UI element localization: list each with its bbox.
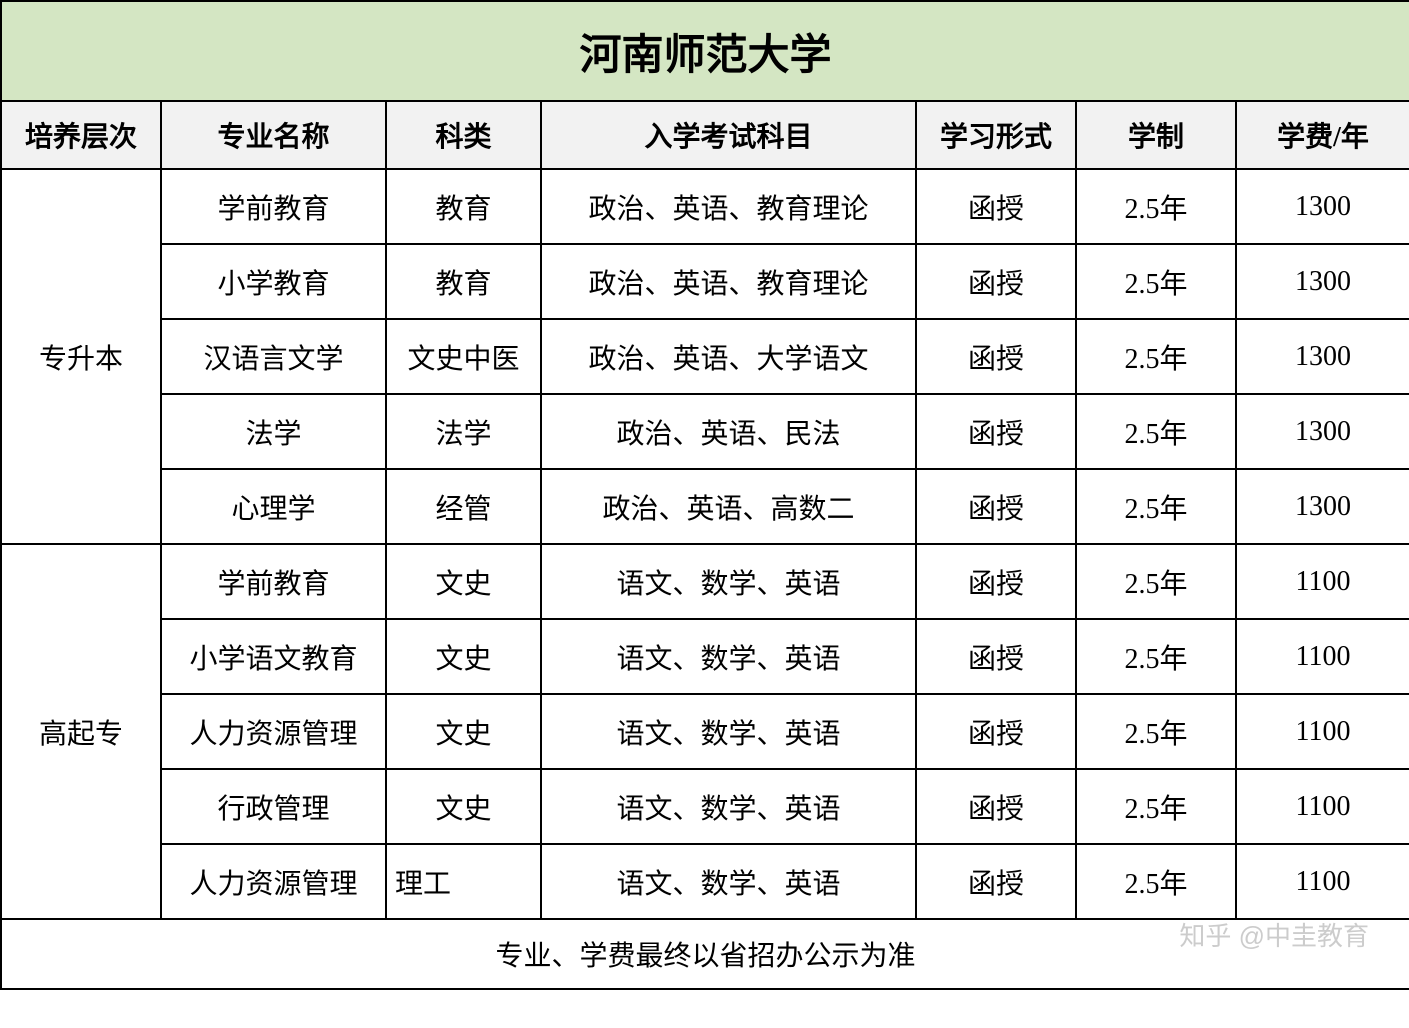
header-category: 科类	[386, 101, 541, 169]
table-row: 小学语文教育文史语文、数学、英语函授2.5年1100	[1, 619, 1409, 694]
cell-major: 学前教育	[161, 544, 386, 619]
cell-duration: 2.5年	[1076, 544, 1236, 619]
cell-exam: 语文、数学、英语	[541, 544, 916, 619]
title-row: 河南师范大学	[1, 1, 1409, 101]
cell-exam: 政治、英语、大学语文	[541, 319, 916, 394]
cell-exam: 政治、英语、教育理论	[541, 169, 916, 244]
footer-note: 专业、学费最终以省招办公示为准	[1, 919, 1409, 989]
cell-form: 函授	[916, 244, 1076, 319]
cell-form: 函授	[916, 394, 1076, 469]
cell-tuition: 1300	[1236, 244, 1409, 319]
cell-duration: 2.5年	[1076, 769, 1236, 844]
cell-major: 人力资源管理	[161, 694, 386, 769]
cell-tuition: 1300	[1236, 169, 1409, 244]
cell-form: 函授	[916, 769, 1076, 844]
cell-form: 函授	[916, 169, 1076, 244]
header-duration: 学制	[1076, 101, 1236, 169]
table-row: 小学教育教育政治、英语、教育理论函授2.5年1300	[1, 244, 1409, 319]
table-row: 汉语言文学文史中医政治、英语、大学语文函授2.5年1300	[1, 319, 1409, 394]
cell-duration: 2.5年	[1076, 319, 1236, 394]
cell-form: 函授	[916, 619, 1076, 694]
cell-tuition: 1300	[1236, 319, 1409, 394]
cell-category: 文史	[386, 544, 541, 619]
table-row: 人力资源管理理工语文、数学、英语函授2.5年1100	[1, 844, 1409, 919]
cell-level: 专升本	[1, 169, 161, 544]
cell-major: 人力资源管理	[161, 844, 386, 919]
cell-major: 学前教育	[161, 169, 386, 244]
cell-exam: 语文、数学、英语	[541, 844, 916, 919]
table-row: 行政管理文史语文、数学、英语函授2.5年1100	[1, 769, 1409, 844]
cell-major: 小学教育	[161, 244, 386, 319]
cell-category: 文史中医	[386, 319, 541, 394]
cell-category: 文史	[386, 619, 541, 694]
cell-tuition: 1100	[1236, 694, 1409, 769]
cell-major: 心理学	[161, 469, 386, 544]
cell-form: 函授	[916, 469, 1076, 544]
cell-tuition: 1100	[1236, 769, 1409, 844]
table-container: 河南师范大学 培养层次 专业名称 科类 入学考试科目 学习形式 学制 学费/年 …	[0, 0, 1409, 1028]
cell-form: 函授	[916, 844, 1076, 919]
cell-major: 行政管理	[161, 769, 386, 844]
table-row: 专升本学前教育教育政治、英语、教育理论函授2.5年1300	[1, 169, 1409, 244]
cell-exam: 语文、数学、英语	[541, 769, 916, 844]
cell-exam: 政治、英语、高数二	[541, 469, 916, 544]
table-body: 河南师范大学 培养层次 专业名称 科类 入学考试科目 学习形式 学制 学费/年 …	[1, 1, 1409, 989]
programs-table: 河南师范大学 培养层次 专业名称 科类 入学考试科目 学习形式 学制 学费/年 …	[0, 0, 1409, 990]
cell-duration: 2.5年	[1076, 394, 1236, 469]
cell-tuition: 1300	[1236, 394, 1409, 469]
cell-duration: 2.5年	[1076, 844, 1236, 919]
cell-tuition: 1100	[1236, 619, 1409, 694]
cell-tuition: 1100	[1236, 844, 1409, 919]
cell-tuition: 1100	[1236, 544, 1409, 619]
table-row: 法学法学政治、英语、民法函授2.5年1300	[1, 394, 1409, 469]
cell-category: 教育	[386, 244, 541, 319]
cell-major: 法学	[161, 394, 386, 469]
header-level: 培养层次	[1, 101, 161, 169]
table-row: 人力资源管理文史语文、数学、英语函授2.5年1100	[1, 694, 1409, 769]
cell-exam: 语文、数学、英语	[541, 619, 916, 694]
cell-major: 小学语文教育	[161, 619, 386, 694]
cell-duration: 2.5年	[1076, 619, 1236, 694]
header-major: 专业名称	[161, 101, 386, 169]
cell-category: 理工	[386, 844, 541, 919]
table-title: 河南师范大学	[1, 1, 1409, 101]
cell-tuition: 1300	[1236, 469, 1409, 544]
cell-duration: 2.5年	[1076, 694, 1236, 769]
cell-exam: 政治、英语、民法	[541, 394, 916, 469]
cell-category: 教育	[386, 169, 541, 244]
cell-duration: 2.5年	[1076, 169, 1236, 244]
footer-row: 专业、学费最终以省招办公示为准	[1, 919, 1409, 989]
header-form: 学习形式	[916, 101, 1076, 169]
header-tuition: 学费/年	[1236, 101, 1409, 169]
table-row: 心理学经管政治、英语、高数二函授2.5年1300	[1, 469, 1409, 544]
cell-duration: 2.5年	[1076, 244, 1236, 319]
cell-exam: 语文、数学、英语	[541, 694, 916, 769]
cell-category: 经管	[386, 469, 541, 544]
cell-level: 高起专	[1, 544, 161, 919]
cell-major: 汉语言文学	[161, 319, 386, 394]
cell-exam: 政治、英语、教育理论	[541, 244, 916, 319]
cell-form: 函授	[916, 319, 1076, 394]
cell-category: 文史	[386, 769, 541, 844]
table-row: 高起专学前教育文史语文、数学、英语函授2.5年1100	[1, 544, 1409, 619]
cell-category: 文史	[386, 694, 541, 769]
cell-form: 函授	[916, 694, 1076, 769]
cell-category: 法学	[386, 394, 541, 469]
header-exam: 入学考试科目	[541, 101, 916, 169]
cell-form: 函授	[916, 544, 1076, 619]
cell-duration: 2.5年	[1076, 469, 1236, 544]
header-row: 培养层次 专业名称 科类 入学考试科目 学习形式 学制 学费/年	[1, 101, 1409, 169]
